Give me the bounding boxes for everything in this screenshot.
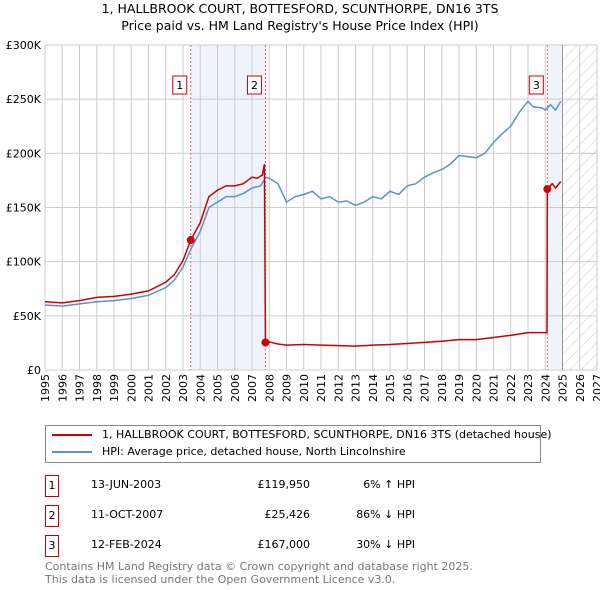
price-chart: 1995 1996 1997 1998 1999 2000 2001 2002 2003 2004… — [6, 39, 600, 402]
x-tick-label: 2017 — [419, 374, 432, 402]
y-tick-label: £200K — [6, 147, 42, 160]
x-tick-label: 2000 — [125, 374, 138, 402]
x-tick-label: 2005 — [212, 374, 225, 402]
legend-item-property: 1, HALLBROOK COURT, BOTTESFORD, SCUNTHOR… — [52, 427, 552, 443]
transaction-number: 2 — [45, 505, 59, 527]
x-tick-label: 2021 — [488, 374, 501, 402]
hpi-line — [44, 100, 562, 307]
property-price-line — [44, 164, 562, 347]
transaction-hpi-diff: 6% ↑ HPI — [363, 478, 415, 491]
legend-label: 1, HALLBROOK COURT, BOTTESFORD, SCUNTHOR… — [102, 428, 552, 441]
x-tick-label: 2024 — [539, 374, 552, 402]
sale-point — [186, 236, 195, 245]
x-tick-label: 2022 — [505, 374, 518, 402]
transaction-row: 3 12-FEB-2024 £167,000 30% ↓ HPI — [45, 535, 545, 557]
footer-line-1: Contains HM Land Registry data © Crown c… — [45, 560, 473, 573]
transaction-price: £167,000 — [257, 538, 311, 551]
legend-label: HPI: Average price, detached house, Nort… — [102, 445, 406, 458]
sale-label: 3 — [533, 79, 540, 92]
x-tick-label: 2002 — [160, 374, 173, 402]
x-tick-label: 2003 — [177, 374, 190, 402]
x-tick-label: 2016 — [401, 374, 414, 402]
x-tick-label: 2007 — [246, 374, 259, 402]
y-tick-label: £250K — [6, 93, 42, 106]
y-tick-label: £300K — [6, 39, 42, 52]
x-tick-label: 2025 — [557, 374, 570, 402]
x-tick-label: 1997 — [74, 374, 87, 402]
sale-label-box — [172, 75, 188, 95]
sale-label-box — [528, 75, 544, 95]
x-tick-label: 2013 — [350, 374, 363, 402]
x-tick-label: 2026 — [574, 374, 587, 402]
y-tick-label: £0 — [27, 364, 41, 377]
x-tick-label: 2027 — [591, 374, 600, 402]
x-tick-label: 2011 — [315, 374, 328, 402]
transaction-hpi-diff: 30% ↓ HPI — [356, 538, 415, 551]
transaction-number: 3 — [45, 535, 59, 557]
transaction-number: 1 — [45, 475, 59, 497]
x-tick-label: 2008 — [263, 374, 276, 402]
chart-title: 1, HALLBROOK COURT, BOTTESFORD, SCUNTHOR… — [101, 1, 499, 16]
x-tick-label: 1995 — [39, 374, 52, 402]
transaction-date: 12-FEB-2024 — [91, 538, 162, 551]
x-tick-label: 2014 — [367, 374, 380, 402]
transaction-date: 13-JUN-2003 — [91, 478, 162, 491]
x-tick-label: 1996 — [56, 374, 69, 402]
legend: 1, HALLBROOK COURT, BOTTESFORD, SCUNTHOR… — [45, 425, 552, 463]
transaction-hpi-diff: 86% ↓ HPI — [356, 508, 415, 521]
transaction-price: £119,950 — [257, 478, 311, 491]
x-tick-label: 2012 — [332, 374, 345, 402]
x-tick-label: 2019 — [453, 374, 466, 402]
transaction-row: 1 13-JUN-2003 £119,950 6% ↑ HPI — [45, 475, 545, 497]
x-tick-label: 2001 — [143, 374, 156, 402]
y-tick-label: £100K — [6, 256, 42, 269]
sale-point — [543, 185, 552, 194]
sale-label: 2 — [251, 79, 258, 92]
y-tick-label: £150K — [6, 202, 42, 215]
x-tick-label: 2010 — [298, 374, 311, 402]
x-tick-label: 1999 — [108, 374, 121, 402]
transaction-row: 2 11-OCT-2007 £25,426 86% ↓ HPI — [45, 505, 545, 527]
legend-swatch — [52, 434, 92, 436]
x-tick-label: 2009 — [281, 374, 294, 402]
transaction-date: 11-OCT-2007 — [91, 508, 164, 521]
legend-swatch — [52, 451, 92, 453]
x-tick-label: 2020 — [470, 374, 483, 402]
sale-label: 1 — [176, 79, 183, 92]
x-tick-label: 1998 — [91, 374, 104, 402]
x-tick-label: 2018 — [436, 374, 449, 402]
sale-point — [261, 338, 270, 347]
x-tick-label: 2015 — [384, 374, 397, 402]
transaction-price: £25,426 — [264, 508, 311, 521]
x-tick-label: 2006 — [229, 374, 242, 402]
x-tick-label: 2004 — [194, 374, 207, 402]
y-tick-label: £50K — [13, 310, 42, 323]
legend-item-hpi: HPI: Average price, detached house, Nort… — [52, 444, 406, 460]
sale-label-box — [246, 75, 262, 95]
footer-line-2: This data is licensed under the Open Gov… — [45, 573, 396, 586]
chart-subtitle: Price paid vs. HM Land Registry's House … — [121, 18, 479, 33]
x-tick-label: 2023 — [522, 374, 535, 402]
